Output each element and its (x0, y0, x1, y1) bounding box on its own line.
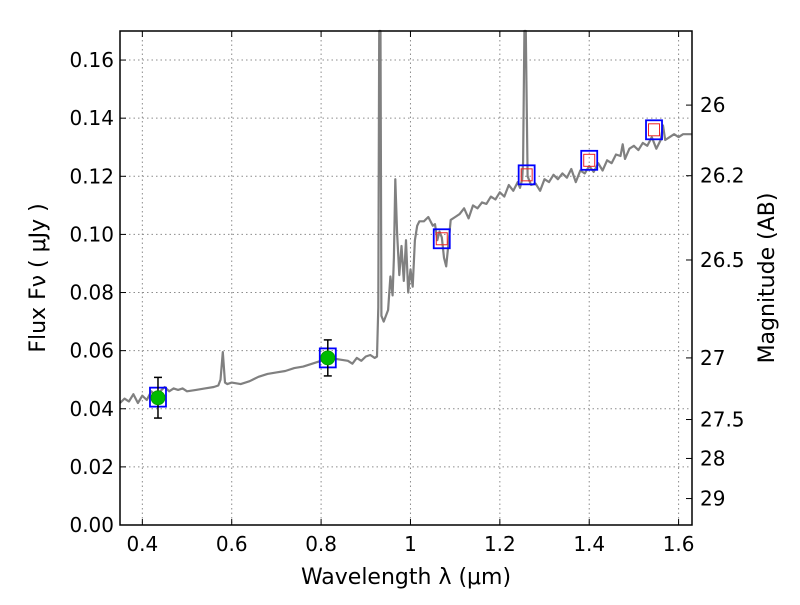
photometry-markers (149, 119, 663, 419)
right-axis-label: Magnitude (AB) (755, 193, 780, 364)
model-photometry-box (432, 228, 451, 250)
observed-point (150, 390, 166, 406)
axis-ticks: 0.4 0.6 0.8 1 1.2 1.4 1.6 0.00 0.02 0.04 0.06 0.08 0… (69, 31, 745, 556)
x-axis-label: Wavelength λ (μm) (301, 565, 511, 590)
y2-tick-label: 28 (700, 446, 725, 470)
y2-tick-label: 27.5 (700, 408, 745, 432)
model-inner-box (583, 153, 596, 167)
y-tick-label: 0.02 (69, 455, 114, 479)
y2-tick-label: 26.2 (700, 164, 745, 188)
y-tick-label: 0.16 (69, 48, 114, 72)
model-photometry-box (517, 164, 536, 186)
y-tick-label: 0.08 (69, 281, 114, 305)
spectrum-line (119, 29, 692, 405)
y2-tick-label: 29 (700, 487, 725, 511)
observed-point (320, 350, 336, 366)
y-tick-label: 0.04 (69, 397, 114, 421)
grid-lines (120, 31, 692, 526)
y-tick-label: 0.00 (69, 513, 114, 537)
x-tick-label: 0.4 (126, 532, 158, 556)
y2-tick-label: 26 (700, 93, 725, 117)
model-inner-box (648, 123, 661, 137)
model-photometry-box (580, 149, 599, 171)
y2-tick-label: 27 (700, 346, 725, 370)
x-tick-label: 1 (404, 532, 417, 556)
x-tick-label: 1.6 (663, 532, 695, 556)
y-tick-label: 0.10 (69, 222, 114, 246)
y-tick-label: 0.12 (69, 164, 114, 188)
model-inner-box (435, 232, 448, 246)
plot-frame (119, 30, 693, 526)
x-tick-label: 1.4 (573, 532, 605, 556)
y-tick-label: 0.14 (69, 106, 114, 130)
x-tick-label: 1.2 (484, 532, 516, 556)
x-tick-label: 0.6 (216, 532, 248, 556)
model-photometry-box (645, 119, 663, 141)
model-inner-box (520, 168, 533, 182)
x-tick-label: 0.8 (305, 532, 337, 556)
y-tick-label: 0.06 (69, 339, 114, 363)
y2-tick-label: 26.5 (700, 248, 745, 272)
spectrum-series (119, 29, 692, 405)
y-axis-label: Flux Fν ( μJy ) (26, 203, 51, 352)
